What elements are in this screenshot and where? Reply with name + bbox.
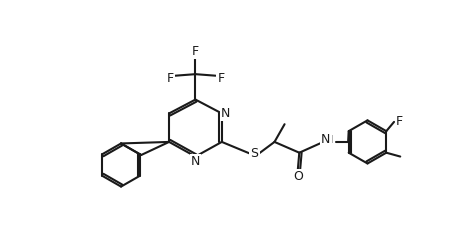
Text: S: S [250,147,258,160]
Text: F: F [166,72,173,85]
Text: F: F [217,72,224,85]
Text: F: F [395,115,402,128]
Text: N: N [190,155,200,168]
Text: H: H [325,135,333,145]
Text: N: N [220,107,230,120]
Text: O: O [292,170,302,183]
Text: N: N [320,133,330,146]
Text: F: F [191,45,199,58]
